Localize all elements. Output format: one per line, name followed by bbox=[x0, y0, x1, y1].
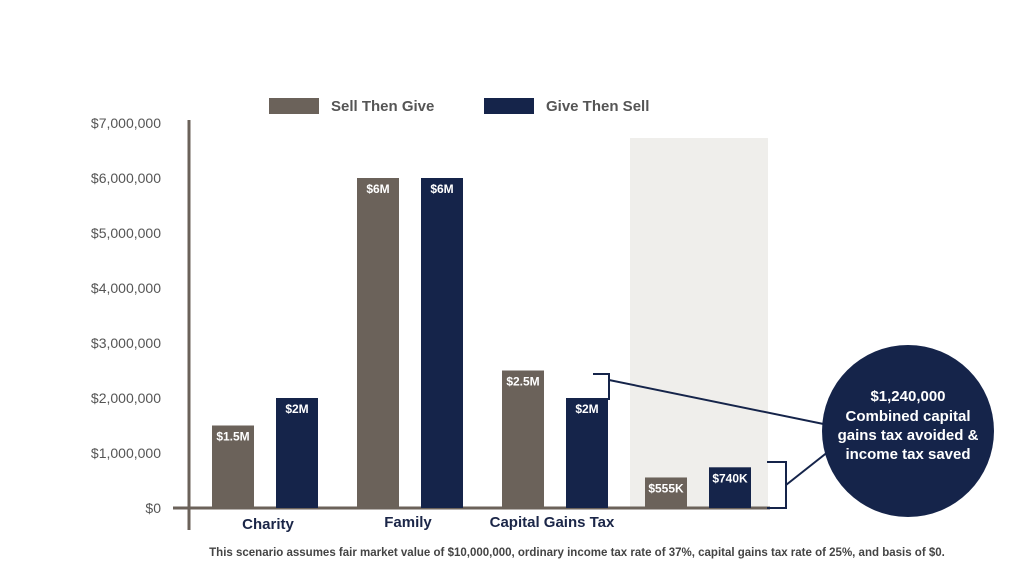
callout-text: gains tax avoided & bbox=[838, 427, 979, 444]
bar bbox=[502, 370, 544, 508]
callout-text: $1,240,000 bbox=[870, 388, 945, 405]
bar-value-label: $2M bbox=[575, 402, 598, 416]
bar bbox=[421, 178, 463, 508]
bar bbox=[566, 398, 608, 508]
bar-value-label: $555K bbox=[648, 481, 684, 495]
y-tick-label: $1,000,000 bbox=[91, 445, 161, 461]
bar-value-label: $6M bbox=[430, 182, 453, 196]
legend-label: Give Then Sell bbox=[546, 98, 649, 115]
highlight-background bbox=[630, 138, 768, 508]
bar-value-label: $2M bbox=[285, 402, 308, 416]
footnote: This scenario assumes fair market value … bbox=[209, 547, 945, 559]
callout-bracket bbox=[593, 373, 610, 400]
legend-label: Sell Then Give bbox=[331, 98, 434, 115]
y-tick-label: $0 bbox=[145, 500, 161, 516]
callout-text: income tax saved bbox=[845, 446, 970, 463]
bar-value-label: $1.5M bbox=[216, 430, 249, 444]
callout-connector bbox=[608, 379, 844, 429]
y-tick-label: $7,000,000 bbox=[91, 115, 161, 131]
bar-value-label: $2.5M bbox=[506, 375, 539, 389]
category-label: Capital Gains Tax bbox=[490, 514, 615, 531]
bar bbox=[276, 398, 318, 508]
bar bbox=[357, 178, 399, 508]
callout-bracket bbox=[767, 461, 787, 509]
category-label: Family bbox=[384, 514, 432, 531]
bar bbox=[709, 467, 751, 508]
callout-text: Combined capital bbox=[845, 408, 970, 425]
y-tick-label: $4,000,000 bbox=[91, 280, 161, 296]
y-tick-label: $2,000,000 bbox=[91, 390, 161, 406]
legend-swatch bbox=[269, 98, 319, 114]
bar bbox=[645, 477, 687, 508]
y-tick-label: $3,000,000 bbox=[91, 335, 161, 351]
y-tick-label: $5,000,000 bbox=[91, 225, 161, 241]
bar-value-label: $6M bbox=[366, 182, 389, 196]
bar-value-label: $740K bbox=[712, 471, 748, 485]
y-tick-label: $6,000,000 bbox=[91, 170, 161, 186]
category-label: Charity bbox=[242, 516, 294, 533]
callout-circle bbox=[822, 345, 994, 517]
legend-swatch bbox=[484, 98, 534, 114]
bar bbox=[212, 425, 254, 508]
